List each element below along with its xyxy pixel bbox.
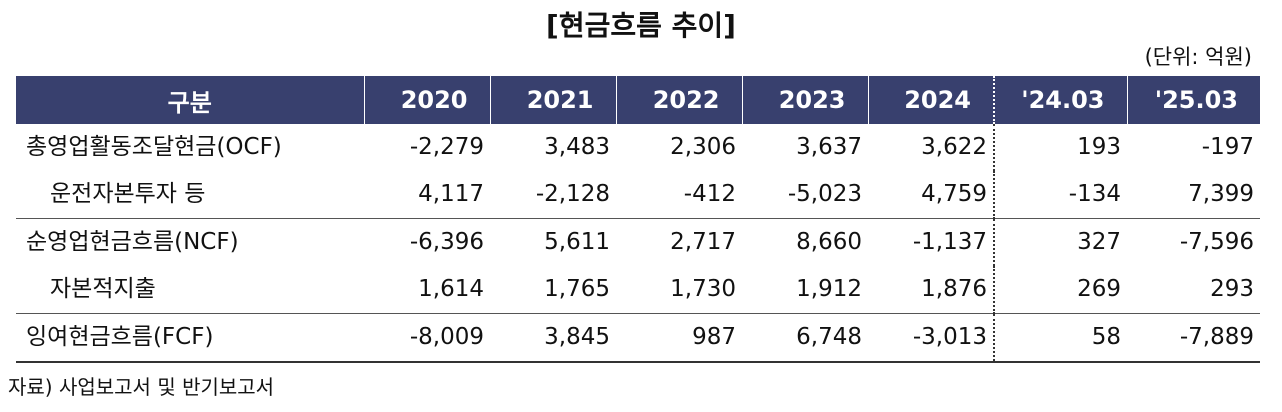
header-2021: 2021 [489, 76, 616, 124]
page-title: [현금흐름 추이] [546, 9, 736, 42]
row-label: 운전자본투자 등 [16, 171, 364, 219]
cell-value: 293 [1127, 266, 1260, 314]
table-row: 운전자본투자 등 4,117 -2,128 -412 -5,023 4,759 … [16, 171, 1260, 219]
cell-value: 3,845 [490, 313, 616, 363]
header-row: 구분 2020 2021 2022 2023 2024 '24.03 '25.0… [16, 76, 1260, 124]
cell-value: -8,009 [364, 313, 490, 363]
cell-value: 4,117 [364, 171, 490, 219]
cell-value: 58 [993, 313, 1127, 363]
header-2022: 2022 [615, 76, 742, 124]
unit-note: (단위: 억원) [1144, 45, 1252, 69]
cell-value: 269 [993, 266, 1127, 314]
cell-value: -2,279 [409, 134, 484, 160]
cell-value: -1,137 [912, 229, 987, 255]
header-2024: 2024 [867, 76, 994, 124]
cell-value: 2,306 [670, 134, 736, 160]
cell-value: 4,759 [868, 171, 994, 219]
cell-value: 3,637 [796, 134, 862, 160]
cell-value: 3,483 [544, 134, 610, 160]
cell-value: 6,748 [742, 313, 868, 363]
header-25-03: '25.03 [1126, 76, 1260, 124]
cell-value: 8,660 [796, 229, 862, 255]
cell-value: 1,614 [364, 266, 490, 314]
cell-value: 1,730 [616, 266, 742, 314]
row-label: 순영업현금흐름(NCF) [26, 229, 239, 255]
row-label: 자본적지출 [16, 266, 364, 314]
header-category: 구분 [16, 76, 364, 124]
cash-flow-table: 구분 2020 2021 2022 2023 2024 '24.03 '25.0… [16, 76, 1260, 363]
cell-value: -6,396 [409, 229, 484, 255]
cell-value: 193 [993, 124, 1127, 171]
header-2020: 2020 [363, 76, 490, 124]
header-2023: 2023 [741, 76, 868, 124]
table-row: 순영업현금흐름(NCF) -6,396 5,611 2,717 8,660 -1… [16, 218, 1260, 266]
row-label: 총영업활동조달현금(OCF) [26, 134, 282, 160]
row-label: 잉여현금흐름(FCF) [16, 313, 364, 363]
cell-value: 7,399 [1127, 171, 1260, 219]
cell-value: -7,889 [1127, 313, 1260, 363]
cell-value: -134 [993, 171, 1127, 219]
cell-value: -197 [1201, 134, 1254, 160]
cell-value: -2,128 [490, 171, 616, 219]
cell-value: 987 [616, 313, 742, 363]
cell-value: 1,876 [868, 266, 994, 314]
cell-value: -7,596 [1179, 229, 1254, 255]
cell-value: 2,717 [670, 229, 736, 255]
table-row: 잉여현금흐름(FCF) -8,009 3,845 987 6,748 -3,01… [16, 313, 1260, 363]
cell-value: 1,912 [742, 266, 868, 314]
cell-value: 327 [993, 218, 1127, 266]
cell-value: 3,622 [921, 134, 987, 160]
cell-value: 5,611 [544, 229, 610, 255]
cell-value: -412 [616, 171, 742, 219]
source-note: 자료) 사업보고서 및 반기보고서 [8, 375, 275, 399]
cell-value: -3,013 [868, 313, 994, 363]
table-row: 자본적지출 1,614 1,765 1,730 1,912 1,876 269 … [16, 266, 1260, 314]
cell-value: -5,023 [742, 171, 868, 219]
header-24-03: '24.03 [993, 76, 1127, 124]
cell-value: 1,765 [490, 266, 616, 314]
table-row: 총영업활동조달현금(OCF) -2,279 3,483 2,306 3,637 … [16, 124, 1260, 171]
